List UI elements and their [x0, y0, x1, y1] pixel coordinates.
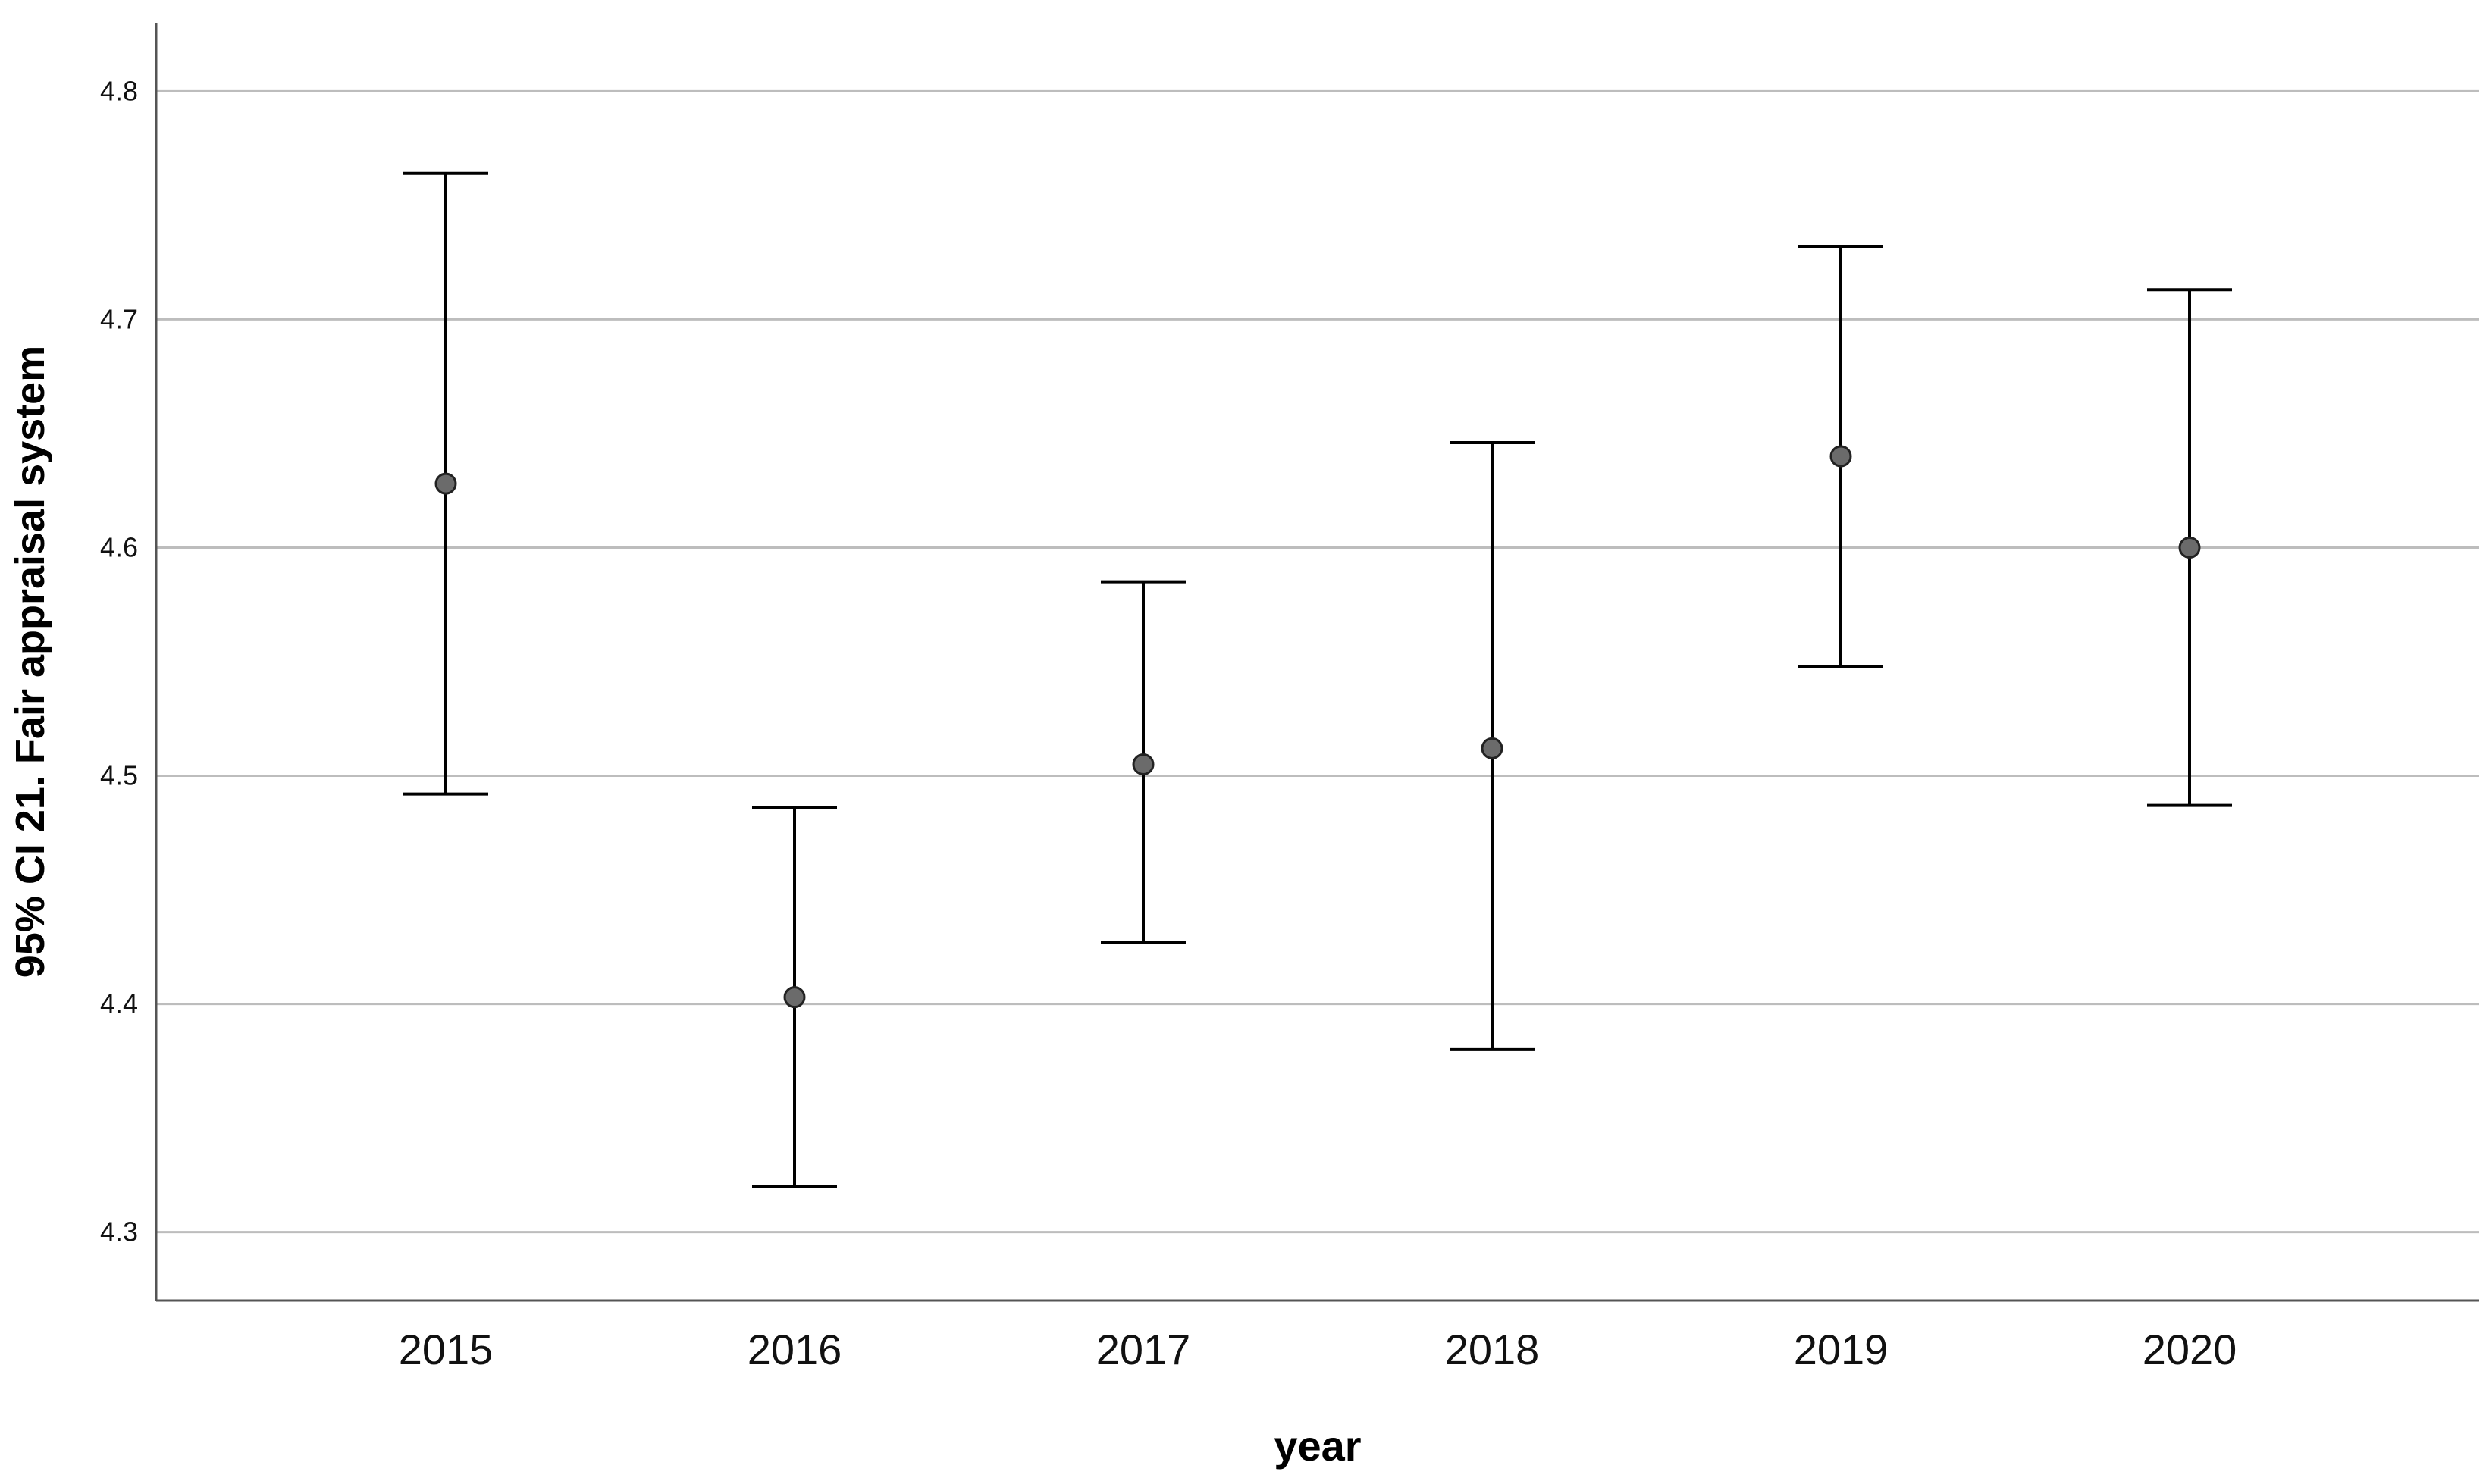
axes: [155, 23, 2479, 1302]
mean-point-2015: [434, 472, 457, 495]
x-tick-label: 2015: [399, 1326, 494, 1373]
x-tick-label: 2016: [748, 1326, 842, 1373]
y-tick-label: 4.7: [100, 303, 138, 334]
mean-point-2017: [1132, 753, 1155, 775]
mean-points: [434, 445, 2201, 1009]
y-tick-label: 4.5: [100, 760, 138, 791]
x-tick-label: 2018: [1445, 1326, 1540, 1373]
gridlines: [156, 89, 2479, 1234]
y-tick-label: 4.3: [100, 1216, 138, 1248]
mean-point-2016: [783, 986, 806, 1009]
x-tick-labels: 2015 2016 2017 2018 2019 2020: [399, 1326, 2237, 1373]
x-tick-label: 2020: [2143, 1326, 2237, 1373]
y-tick-label: 4.8: [100, 75, 138, 106]
mean-point-2020: [2178, 536, 2201, 559]
mean-point-2018: [1481, 737, 1503, 759]
mean-point-2019: [1829, 445, 1852, 468]
x-tick-label: 2019: [1794, 1326, 1889, 1373]
y-axis-title: 95% CI 21. Fair appraisal system: [8, 346, 53, 978]
x-axis-title: year: [1274, 1422, 1361, 1470]
x-tick-label: 2017: [1096, 1326, 1191, 1373]
y-tick-label: 4.4: [100, 988, 138, 1019]
error-bars: [403, 171, 2232, 1188]
y-tick-label: 4.6: [100, 531, 138, 562]
y-tick-labels: 4.3 4.4 4.5 4.6 4.7 4.8: [100, 75, 138, 1247]
